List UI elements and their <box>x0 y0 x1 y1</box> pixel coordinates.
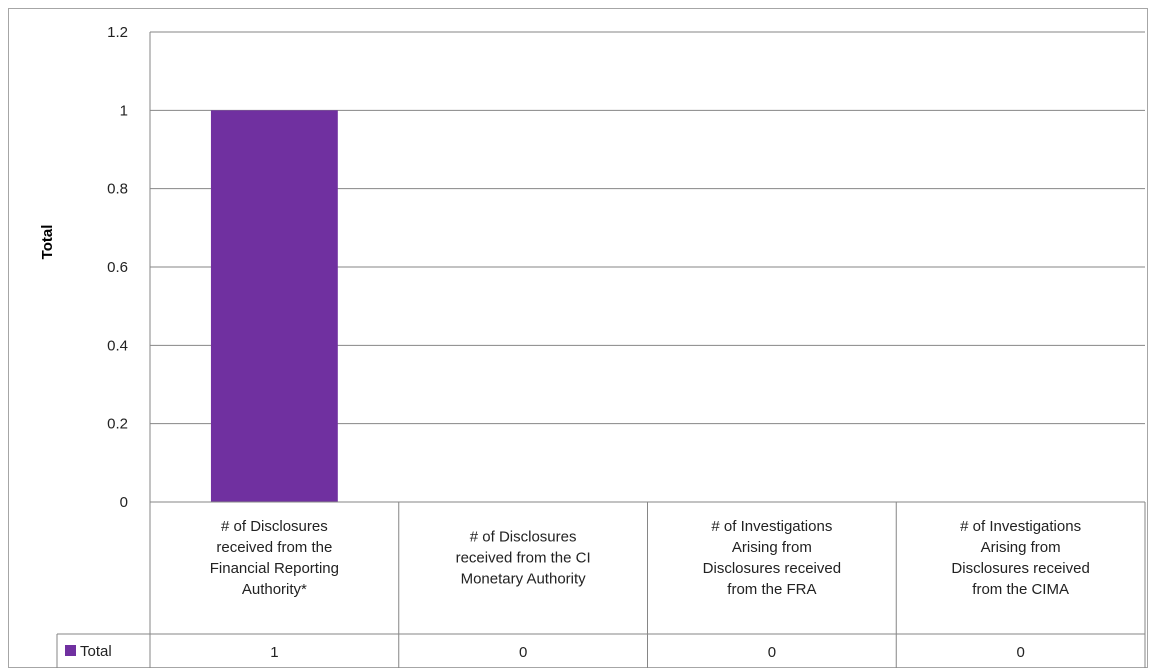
chart-frame <box>8 8 1148 668</box>
category-label: Disclosures received <box>703 560 841 577</box>
data-table-value: 0 <box>768 644 776 661</box>
category-label: from the CIMA <box>972 581 1069 598</box>
category-label: received from the <box>216 539 332 556</box>
data-table-value: 0 <box>1016 644 1024 661</box>
data-table: # of Disclosures received from the Financi… <box>56 501 1146 668</box>
y-axis-title: Total <box>39 225 56 260</box>
y-tick-label: 1.2 <box>107 24 128 41</box>
category-label: # of Investigations <box>960 518 1081 535</box>
category-label: Disclosures received <box>951 560 1089 577</box>
category-label: # of Disclosures <box>221 518 328 535</box>
data-table-value: 1 <box>270 644 278 661</box>
y-tick-label: 1 <box>120 102 128 119</box>
y-tick-label: 0.6 <box>107 259 128 276</box>
category-label: from the FRA <box>727 581 816 598</box>
legend-label: Total <box>80 643 112 660</box>
category-label: # of Disclosures <box>470 529 577 546</box>
y-tick-label: 0.8 <box>107 181 128 198</box>
data-table-value: 0 <box>519 644 527 661</box>
category-label: Arising from <box>981 539 1061 556</box>
legend-swatch <box>65 645 76 656</box>
bar <box>210 110 338 502</box>
bars <box>210 110 338 502</box>
y-tick-labels: 0 0.2 0.4 0.6 0.8 1 1.2 <box>107 24 128 511</box>
category-label: Monetary Authority <box>461 571 587 588</box>
category-label: Arising from <box>732 539 812 556</box>
category-label: Authority* <box>242 581 307 598</box>
category-label: received from the CI <box>456 550 591 567</box>
category-label: # of Investigations <box>711 518 832 535</box>
y-tick-label: 0.2 <box>107 416 128 433</box>
y-tick-label: 0 <box>120 494 128 511</box>
y-tick-label: 0.4 <box>107 337 128 354</box>
category-label: Financial Reporting <box>210 560 339 577</box>
